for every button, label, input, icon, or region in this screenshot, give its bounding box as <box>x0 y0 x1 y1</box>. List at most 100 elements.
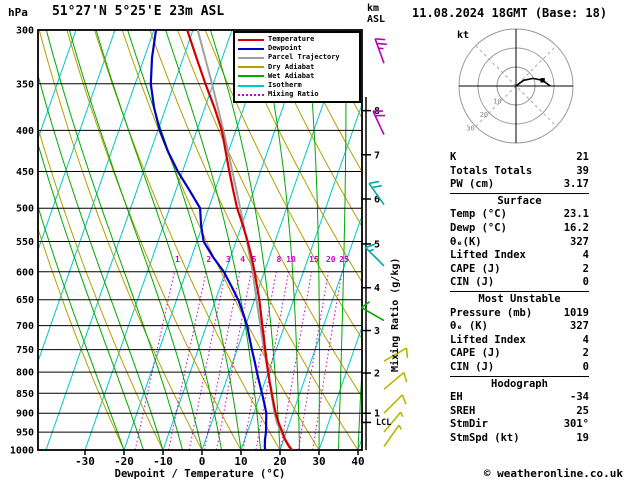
svg-text:-30: -30 <box>75 455 95 468</box>
svg-text:400: 400 <box>16 126 34 137</box>
wind-barb <box>368 180 385 206</box>
lcl-label: LCL <box>376 418 392 428</box>
svg-text:-20: -20 <box>114 455 134 468</box>
legend-line-sample <box>238 84 264 87</box>
chart-legend: Temperature Dewpoint Parcel Trajectory Dry … <box>233 31 361 104</box>
legend-item: Temperature <box>238 35 356 44</box>
svg-text:40: 40 <box>351 455 364 468</box>
table-row: StmSpd (kt) 19 <box>450 431 589 444</box>
wind-barb <box>383 394 407 414</box>
indices-section-general: K 21 Totals Totals 39 PW (cm) 3.17 <box>450 151 589 192</box>
svg-text:700: 700 <box>16 321 34 332</box>
svg-text:8: 8 <box>276 255 281 264</box>
svg-text:10: 10 <box>493 97 501 105</box>
table-row: θₑ (K) 327 <box>450 320 589 333</box>
wind-barb <box>383 371 408 390</box>
table-row: CIN (J) 0 <box>450 276 589 289</box>
copyright: © weatheronline.co.uk <box>483 467 623 480</box>
indices-section-most-unstable: Pressure (mb) 1019 θₑ (K) 327 Lifted Index 4 C… <box>450 307 589 375</box>
svg-text:550: 550 <box>16 237 34 248</box>
legend-item: Parcel Trajectory <box>238 53 356 62</box>
svg-text:7: 7 <box>374 150 380 161</box>
surface-section-header: Surface <box>450 192 589 209</box>
table-row: EH -34 <box>450 391 589 404</box>
svg-text:25: 25 <box>339 255 349 264</box>
svg-text:6: 6 <box>374 195 380 206</box>
svg-text:-10: -10 <box>153 455 173 468</box>
legend-item: Mixing Ratio <box>238 90 356 99</box>
hodograph-section-header: Hodograph <box>450 375 589 392</box>
legend-item: Dry Adiabat <box>238 63 356 72</box>
svg-text:500: 500 <box>16 204 34 215</box>
legend-item-label: Parcel Trajectory <box>268 53 340 62</box>
legend-line-sample <box>238 56 264 59</box>
wind-barb <box>383 424 403 447</box>
legend-item: Wet Adiabat <box>238 72 356 81</box>
svg-text:5: 5 <box>252 255 257 264</box>
legend-line-sample <box>238 66 264 69</box>
svg-text:350: 350 <box>16 79 34 90</box>
station-title: 51°27'N 5°25'E 23m ASL <box>52 4 225 19</box>
legend-line-sample <box>238 38 264 41</box>
svg-text:4: 4 <box>374 283 380 294</box>
svg-text:10: 10 <box>286 255 296 264</box>
table-row: Dewp (°C) 16.2 <box>450 221 589 234</box>
table-row: SREH 25 <box>450 404 589 417</box>
wind-barb <box>372 110 386 136</box>
table-row: Pressure (mb) 1019 <box>450 306 589 319</box>
svg-text:20: 20 <box>273 455 286 468</box>
legend-item-label: Dewpoint <box>268 44 302 53</box>
km-asl-axis-title: km ASL <box>367 3 385 25</box>
pressure-unit-label: hPa <box>8 6 28 19</box>
legend-line-sample <box>238 47 264 50</box>
svg-text:0: 0 <box>199 455 206 468</box>
svg-text:450: 450 <box>16 167 34 178</box>
wind-barb <box>383 411 404 433</box>
hodograph-unit-label: kt <box>457 30 470 41</box>
svg-text:900: 900 <box>16 409 34 420</box>
table-row: CIN (J) 0 <box>450 360 589 373</box>
svg-text:4: 4 <box>240 255 245 264</box>
legend-item: Isotherm <box>238 81 356 90</box>
legend-line-sample <box>238 75 264 78</box>
table-row: Lifted Index 4 <box>450 249 589 262</box>
svg-text:20: 20 <box>326 255 336 264</box>
indices-table: K 21 Totals Totals 39 PW (cm) 3.17 Surface Te… <box>450 151 589 445</box>
svg-text:950: 950 <box>16 428 34 439</box>
km-axis-title-line2: ASL <box>367 14 386 25</box>
wind-barb <box>365 243 385 267</box>
most-unstable-section-header: Most Unstable <box>450 290 589 307</box>
svg-text:30: 30 <box>312 455 325 468</box>
table-row: StmDir 301° <box>450 418 589 431</box>
km-axis-title-line1: km <box>367 3 380 14</box>
svg-text:15: 15 <box>309 255 319 264</box>
table-row: Temp (°C) 23.1 <box>450 208 589 221</box>
svg-text:2: 2 <box>374 369 380 380</box>
svg-text:10: 10 <box>234 455 247 468</box>
table-row: Totals Totals 39 <box>450 164 589 177</box>
svg-text:3: 3 <box>226 255 231 264</box>
svg-text:1: 1 <box>175 255 180 264</box>
wind-barb <box>374 38 387 64</box>
svg-text:2: 2 <box>206 255 211 264</box>
legend-item-label: Wet Adiabat <box>268 71 315 80</box>
svg-text:800: 800 <box>16 368 34 379</box>
table-row: Lifted Index 4 <box>450 333 589 346</box>
svg-text:20: 20 <box>480 111 488 119</box>
svg-text:650: 650 <box>16 295 34 306</box>
legend-line-sample <box>238 93 264 96</box>
table-row: CAPE (J) 2 <box>450 262 589 275</box>
mixing-ratio-axis-label: Mixing Ratio (g/kg) <box>390 257 401 372</box>
legend-item-label: Dry Adiabat <box>268 62 315 71</box>
legend-item-label: Isotherm <box>268 81 302 90</box>
wind-barb <box>383 347 409 362</box>
table-row: CAPE (J) 2 <box>450 347 589 360</box>
svg-text:3: 3 <box>374 326 380 337</box>
table-row: PW (cm) 3.17 <box>450 178 589 191</box>
x-axis-label: Dewpoint / Temperature (°C) <box>114 468 286 480</box>
svg-text:850: 850 <box>16 389 34 400</box>
legend-item-label: Temperature <box>268 35 315 44</box>
svg-text:300: 300 <box>16 26 34 37</box>
